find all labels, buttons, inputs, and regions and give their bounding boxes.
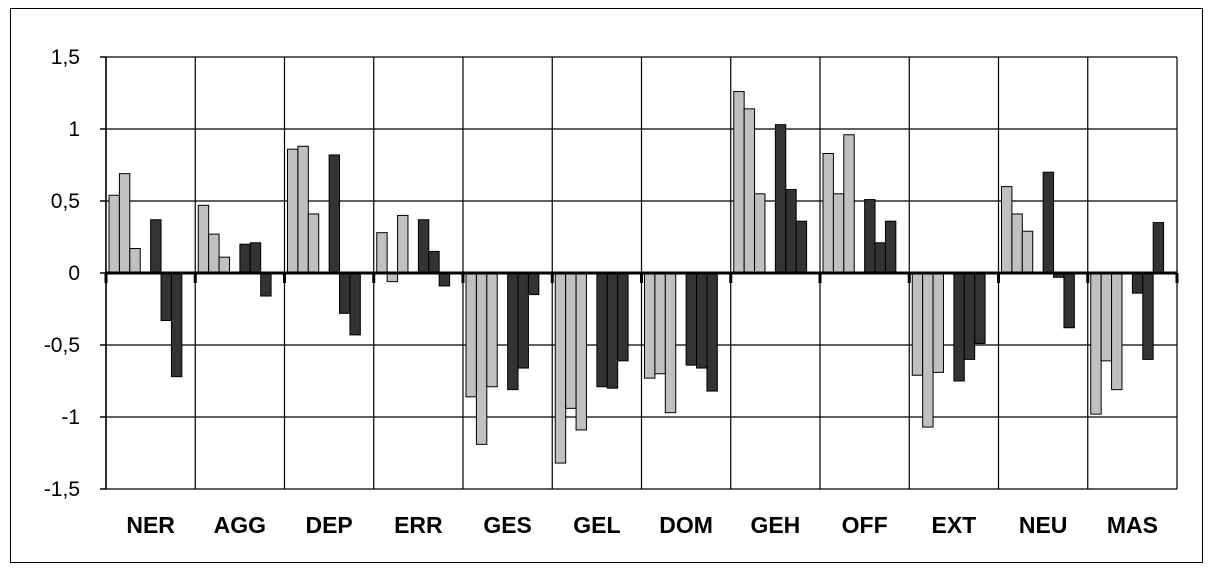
x-category-label: OFF <box>842 512 888 538</box>
bar-off-2 <box>832 193 845 274</box>
bar-mas-3 <box>1111 272 1123 391</box>
bar-err-3 <box>397 214 409 274</box>
x-category-label: MAS <box>1107 512 1158 538</box>
bar-gel-2 <box>565 272 577 409</box>
bar-ges-5 <box>507 272 519 391</box>
x-category-label: DOM <box>659 512 713 538</box>
bar-gel-7 <box>617 272 629 362</box>
bar-off-1 <box>822 152 834 274</box>
bar-gel-5 <box>596 272 608 388</box>
bar-dom-2 <box>654 272 666 375</box>
bar-dep-1 <box>287 148 299 274</box>
bar-dep-2 <box>297 145 309 274</box>
chart-frame: 1,5 1 0,5 0 -0,5 -1 -1,5 NER AGG DEP ERR GES GEL DOM G… <box>10 8 1203 563</box>
bar-agg-6 <box>249 242 262 274</box>
bar-dep-5 <box>328 154 341 274</box>
bar-geh-5 <box>774 124 787 274</box>
bar-ext-5 <box>953 272 965 382</box>
bar-off-6 <box>874 242 886 274</box>
bar-agg-1 <box>197 204 210 274</box>
bar-dom-3 <box>664 272 677 414</box>
bar-geh-6 <box>785 188 797 274</box>
bar-mas-6 <box>1142 272 1154 360</box>
bar-geh-2 <box>743 108 756 274</box>
bar-dep-3 <box>307 213 320 274</box>
bar-agg-2 <box>208 233 220 274</box>
bar-ner-1 <box>108 194 120 274</box>
bar-ner-5 <box>150 219 162 274</box>
bar-neu-5 <box>1042 171 1055 274</box>
bar-ext-3 <box>932 272 944 373</box>
bar-err-6 <box>428 250 440 274</box>
y-tick-label: 1,5 <box>51 46 80 69</box>
bar-off-3 <box>843 134 855 274</box>
bar-geh-7 <box>795 220 808 274</box>
bar-mas-5 <box>1131 272 1144 294</box>
bar-gel-6 <box>606 272 619 389</box>
bar-mas-2 <box>1100 272 1113 362</box>
bar-chart: 1,5 1 0,5 0 -0,5 -1 -1,5 NER AGG DEP ERR GES GEL DOM G… <box>44 46 1179 538</box>
axis-layer <box>100 56 1179 490</box>
bar-agg-3 <box>218 256 230 274</box>
bar-ner-6 <box>160 272 172 322</box>
x-category-label: AGG <box>214 512 266 538</box>
bar-neu-3 <box>1021 230 1034 274</box>
bar-err-7 <box>438 272 451 287</box>
y-tick-label: 1 <box>68 118 80 141</box>
bar-ges-6 <box>517 272 529 369</box>
bar-dom-5 <box>685 272 698 366</box>
label-layer: 1,5 1 0,5 0 -0,5 -1 -1,5 NER AGG DEP ERR GES GEL DOM G… <box>44 46 1158 538</box>
bar-dom-6 <box>696 272 708 369</box>
bar-err-1 <box>376 232 388 274</box>
y-tick-label: 0 <box>68 262 80 285</box>
bar-ext-2 <box>922 272 934 428</box>
bar-ext-1 <box>911 272 924 376</box>
x-category-label: EXT <box>932 512 977 538</box>
bar-mas-1 <box>1090 272 1102 415</box>
x-category-label: ERR <box>394 512 443 538</box>
bar-geh-1 <box>733 91 745 274</box>
y-tick-label: -1,5 <box>44 478 80 501</box>
bar-geh-3 <box>754 193 766 274</box>
y-tick-label: -0,5 <box>44 334 80 357</box>
bar-dom-1 <box>644 272 656 379</box>
x-category-label: DEP <box>305 512 352 538</box>
x-category-label: GEL <box>573 512 620 538</box>
bar-neu-7 <box>1063 272 1075 329</box>
bar-ner-2 <box>118 173 131 274</box>
bar-ner-3 <box>129 248 141 274</box>
bar-off-5 <box>864 199 876 274</box>
bar-ges-2 <box>475 272 488 445</box>
x-category-label: GES <box>483 512 532 538</box>
bar-neu-2 <box>1011 213 1023 274</box>
bar-agg-7 <box>260 272 272 297</box>
bar-layer <box>108 91 1165 464</box>
bar-ges-3 <box>486 272 498 388</box>
bar-ges-1 <box>465 272 477 398</box>
x-category-label: NEU <box>1019 512 1068 538</box>
bar-off-7 <box>884 220 897 274</box>
bar-gel-1 <box>554 272 567 464</box>
bar-gel-3 <box>575 272 587 431</box>
bar-neu-1 <box>1001 186 1013 274</box>
y-tick-label: 0,5 <box>51 190 80 213</box>
bar-mas-7 <box>1152 222 1165 274</box>
bar-err-5 <box>417 219 430 274</box>
bar-ges-7 <box>527 272 540 296</box>
bar-ner-7 <box>170 272 183 378</box>
y-tick-label: -1 <box>61 406 80 429</box>
x-category-label: NER <box>126 512 175 538</box>
bar-dom-7 <box>706 272 718 392</box>
bar-agg-5 <box>239 243 251 274</box>
x-category-label: GEH <box>750 512 800 538</box>
bar-dep-6 <box>339 272 351 314</box>
bar-dep-7 <box>349 272 361 336</box>
bar-ext-7 <box>974 272 986 345</box>
bar-ext-6 <box>963 272 976 360</box>
